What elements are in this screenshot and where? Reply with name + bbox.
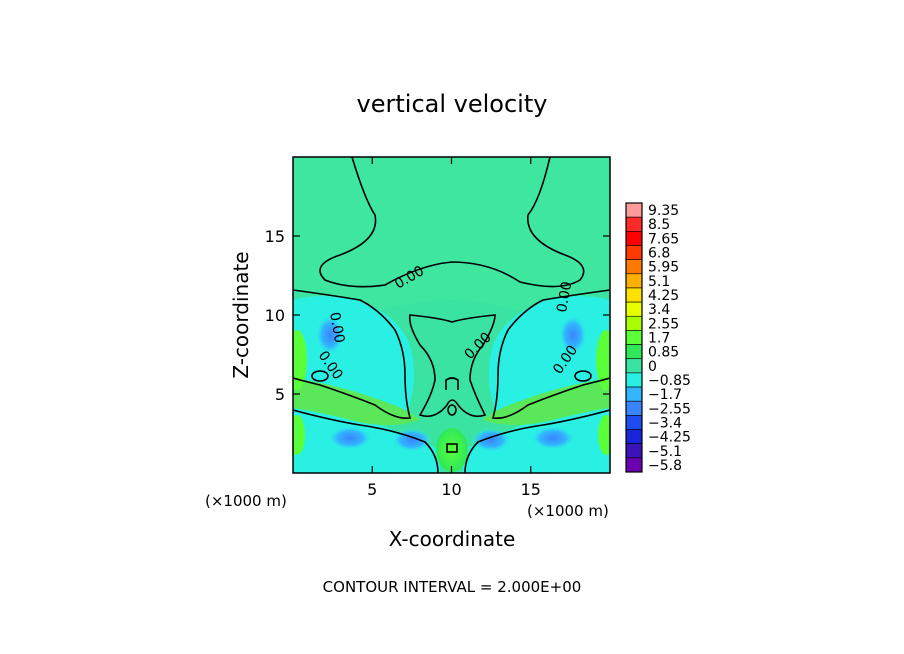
colorbar-swatch [625, 231, 643, 246]
colorbar-swatch [625, 443, 643, 459]
colorbar-swatch [625, 358, 643, 374]
colorbar-swatch [625, 273, 643, 289]
colorbar-label: 1.7 [648, 331, 670, 347]
colorbar-swatch [625, 400, 643, 416]
colorbar-frame [625, 202, 643, 473]
central-updraft [436, 428, 468, 472]
downdraft-blob [392, 428, 432, 452]
colorbar-swatch [625, 315, 643, 331]
x-tick-label: 10 [441, 480, 461, 499]
colorbar-swatch [625, 344, 643, 360]
edge-updraft-left [293, 330, 307, 390]
contour-field: 0.00 0.00 0.00 0.00 0.00 0.00 [293, 157, 610, 473]
colorbar-label: 9.35 [648, 203, 679, 219]
zero-contour-loop [445, 377, 459, 390]
chart-title: vertical velocity [357, 90, 548, 118]
colorbar-swatch [625, 330, 643, 345]
z-tick-label: 5 [275, 385, 285, 404]
colorbar-label: −0.85 [648, 373, 691, 389]
zero-contour-upper [319, 157, 585, 288]
contour-interval: CONTOUR INTERVAL = 2.000E+00 [323, 578, 582, 596]
colorbar-label: 5.95 [648, 260, 679, 276]
colorbar-swatch [625, 287, 643, 303]
zero-contour-left-low [293, 409, 439, 473]
zero-contour-loop [447, 404, 457, 416]
downdraft-blob [559, 315, 587, 355]
colorbar-swatch [625, 386, 643, 402]
colorbar: 9.358.57.656.85.955.14.253.42.551.70.850… [625, 202, 691, 474]
colorbar-label: −5.8 [648, 458, 682, 474]
colorbar-label: −4.25 [648, 430, 691, 446]
colorbar-label: −3.4 [648, 415, 682, 431]
downdraft-blob [316, 315, 344, 355]
colorbar-label: 4.25 [648, 288, 679, 304]
colorbar-label: −1.7 [648, 387, 682, 403]
colorbar-label: 8.5 [648, 217, 670, 233]
colorbar-swatch [625, 301, 643, 317]
positive-region-upper [293, 157, 610, 310]
colorbar-swatch [625, 259, 643, 275]
downdraft-blob [471, 428, 511, 452]
zero-contour-center [408, 314, 496, 418]
colorbar-label: 3.4 [648, 302, 670, 318]
colorbar-label: 0.85 [648, 345, 679, 361]
colorbar-swatch [625, 415, 643, 430]
zero-contour-right-upper [491, 289, 610, 420]
downdraft-blob [531, 426, 575, 450]
axis-layer: 5 10 15 5 10 15 [265, 157, 610, 499]
y-axis-label: Z-coordinate [229, 251, 253, 378]
z-tick-label: 15 [265, 227, 285, 246]
x-unit-label: (×1000 m) [527, 502, 609, 520]
colorbar-label: −5.1 [648, 444, 682, 460]
colorbar-label: 2.55 [648, 316, 679, 332]
colorbar-swatch [625, 245, 643, 260]
zero-contour-loop [574, 370, 592, 382]
colorbar-label: 0 [648, 359, 657, 375]
x-axis-label: X-coordinate [389, 527, 516, 551]
colorbar-swatch [625, 429, 643, 444]
z-tick-label: 10 [265, 306, 285, 325]
edge-updraft-right-low [598, 415, 610, 455]
zero-contour-loop [311, 370, 329, 382]
edge-updraft-right [596, 330, 610, 390]
colorbar-label: 7.65 [648, 231, 679, 247]
edge-updraft-left-low [293, 415, 305, 455]
updraft-core-contour [446, 443, 458, 453]
x-tick-label: 5 [367, 480, 377, 499]
contour-label: 0.00 [326, 311, 347, 344]
zero-contour-left-upper [293, 289, 412, 420]
colorbar-swatch [625, 202, 643, 218]
x-tick-label: 15 [521, 480, 541, 499]
colorbar-label: −2.55 [648, 401, 691, 417]
colorbar-label: 5.1 [648, 274, 670, 290]
colorbar-swatch [625, 457, 643, 473]
z-unit-label: (×1000 m) [205, 492, 287, 510]
colorbar-swatch [625, 216, 643, 232]
colorbar-swatch [625, 372, 643, 388]
zero-contour-right-low [464, 409, 610, 473]
contour-label: 0.00 [554, 280, 575, 313]
colorbar-label: 6.8 [648, 246, 670, 262]
downdraft-blob [328, 426, 372, 450]
